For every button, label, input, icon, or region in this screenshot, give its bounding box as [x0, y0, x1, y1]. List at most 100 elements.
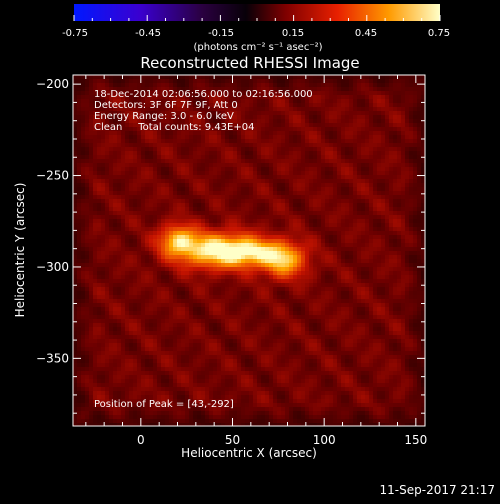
heatmap-cell [185, 79, 189, 83]
heatmap-cell [329, 103, 333, 107]
heatmap-cell [221, 175, 225, 179]
heatmap-cell [225, 275, 229, 279]
heatmap-cell [73, 91, 77, 95]
heatmap-cell [365, 239, 369, 243]
heatmap-cell [81, 287, 85, 291]
heatmap-cell [409, 239, 413, 243]
heatmap-cell [229, 235, 233, 239]
heatmap-cell [273, 195, 277, 199]
heatmap-cell [141, 195, 145, 199]
heatmap-cell [337, 99, 341, 103]
heatmap-cell [293, 215, 297, 219]
heatmap-cell [401, 147, 405, 151]
heatmap-cell [417, 199, 421, 203]
heatmap-cell [345, 99, 349, 103]
heatmap-cell [241, 139, 245, 143]
heatmap-cell [341, 179, 345, 183]
heatmap-cell [273, 227, 277, 231]
heatmap-cell [245, 203, 249, 207]
heatmap-cell [233, 223, 237, 227]
heatmap-cell [361, 259, 365, 263]
heatmap-cell [285, 263, 289, 267]
heatmap-cell [385, 95, 389, 99]
heatmap-cell [173, 143, 177, 147]
heatmap-cell [109, 247, 113, 251]
heatmap-cell [229, 159, 233, 163]
heatmap-cell [141, 227, 145, 231]
heatmap-cell [413, 147, 417, 151]
heatmap-cell [389, 295, 393, 299]
heatmap-cell [413, 119, 417, 123]
heatmap-cell [133, 219, 137, 223]
heatmap-cell [385, 255, 389, 259]
heatmap-cell [141, 291, 145, 295]
heatmap-cell [129, 247, 133, 251]
heatmap-cell [77, 199, 81, 203]
heatmap-cell [373, 79, 377, 83]
heatmap-cell [281, 131, 285, 135]
heatmap-cell [265, 103, 269, 107]
heatmap-cell [257, 211, 261, 215]
heatmap-cell [401, 255, 405, 259]
heatmap-cell [265, 147, 269, 151]
heatmap-cell [133, 267, 137, 271]
heatmap-cell [81, 199, 85, 203]
heatmap-cell [121, 287, 125, 291]
heatmap-cell [93, 207, 97, 211]
heatmap-cell [245, 139, 249, 143]
heatmap-cell [81, 275, 85, 279]
heatmap-cell [381, 139, 385, 143]
heatmap-cell [333, 87, 337, 91]
heatmap-cell [245, 267, 249, 271]
heatmap-cell [277, 271, 281, 275]
heatmap-cell [341, 183, 345, 187]
heatmap-cell [413, 243, 417, 247]
heatmap-cell [413, 155, 417, 159]
heatmap-cell [161, 259, 165, 263]
heatmap-cell [209, 143, 213, 147]
heatmap-cell [417, 119, 421, 123]
heatmap-cell [301, 83, 305, 87]
heatmap-cell [125, 159, 129, 163]
heatmap-cell [317, 95, 321, 99]
heatmap-cell [109, 291, 113, 295]
heatmap-cell [301, 143, 305, 147]
heatmap-cell [169, 227, 173, 231]
heatmap-cell [281, 155, 285, 159]
heatmap-cell [413, 223, 417, 227]
heatmap-cell [165, 287, 169, 291]
heatmap-cell [73, 251, 77, 255]
heatmap-cell [141, 219, 145, 223]
heatmap-cell [297, 235, 301, 239]
heatmap-cell [313, 203, 317, 207]
heatmap-cell [297, 135, 301, 139]
heatmap-cell [321, 279, 325, 283]
heatmap-cell [117, 267, 121, 271]
heatmap-cell [409, 127, 413, 131]
heatmap-cell [205, 271, 209, 275]
heatmap-cell [81, 255, 85, 259]
heatmap-cell [345, 199, 349, 203]
heatmap-cell [189, 283, 193, 287]
heatmap-cell [329, 135, 333, 139]
heatmap-cell [289, 171, 293, 175]
heatmap-cell [93, 195, 97, 199]
heatmap-cell [97, 139, 101, 143]
heatmap-cell [313, 79, 317, 83]
heatmap-cell [177, 215, 181, 219]
heatmap-cell [357, 267, 361, 271]
heatmap-cell [81, 127, 85, 131]
heatmap-cell [329, 79, 333, 83]
heatmap-cell [141, 139, 145, 143]
heatmap-cell [85, 227, 89, 231]
heatmap-cell [81, 163, 85, 167]
heatmap-cell [277, 75, 281, 79]
heatmap-cell [409, 259, 413, 263]
heatmap-cell [365, 235, 369, 239]
heatmap-cell [265, 107, 269, 111]
heatmap-cell [281, 139, 285, 143]
heatmap-cell [309, 275, 313, 279]
heatmap-cell [385, 139, 389, 143]
heatmap-cell [161, 299, 165, 303]
heatmap-cell [125, 299, 129, 303]
